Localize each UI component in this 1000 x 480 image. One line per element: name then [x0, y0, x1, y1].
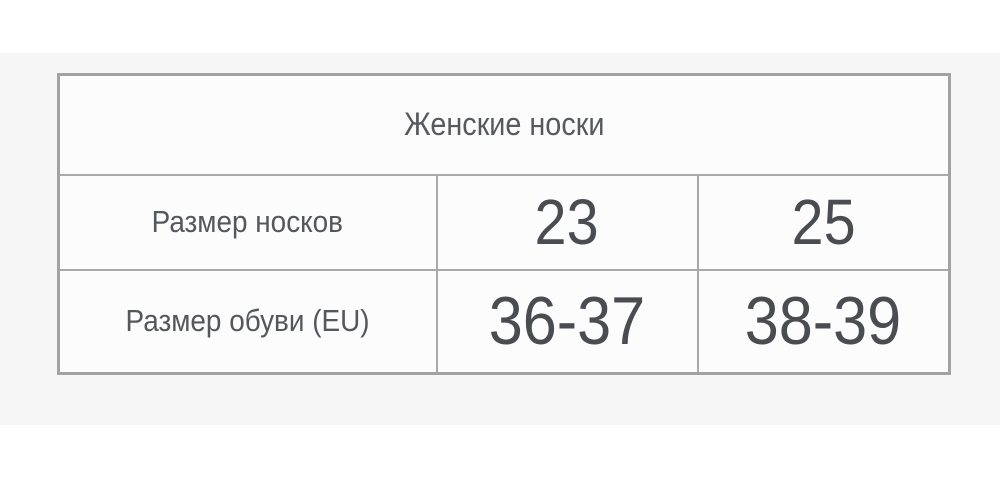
shoe-size-label-text: Размер обуви (EU)	[125, 303, 370, 339]
table-row: Женские носки	[57, 73, 951, 176]
table-title: Женские носки	[57, 73, 951, 176]
sock-size-value-1: 23	[435, 173, 699, 271]
shoe-size-row-label: Размер обуви (EU)	[57, 268, 438, 375]
sock-size-row-label: Размер носков	[57, 173, 438, 271]
sock-size-value-2: 25	[696, 173, 951, 271]
table-row: Размер носков 23 25	[57, 173, 951, 271]
sock-size-value-2-text: 25	[791, 186, 856, 258]
shoe-size-value-2: 38-39	[696, 268, 951, 375]
table-row: Размер обуви (EU) 36-37 38-39	[57, 268, 951, 375]
sock-size-value-1-text: 23	[534, 186, 600, 258]
sock-size-label-text: Размер носков	[152, 204, 344, 239]
shoe-size-value-1: 36-37	[435, 268, 699, 375]
shoe-size-value-2-text: 38-39	[744, 283, 902, 360]
shoe-size-value-1-text: 36-37	[488, 283, 646, 360]
size-chart-table: Женские носки Размер носков 23 25 Размер…	[57, 73, 952, 375]
table-title-text: Женские носки	[403, 106, 605, 143]
